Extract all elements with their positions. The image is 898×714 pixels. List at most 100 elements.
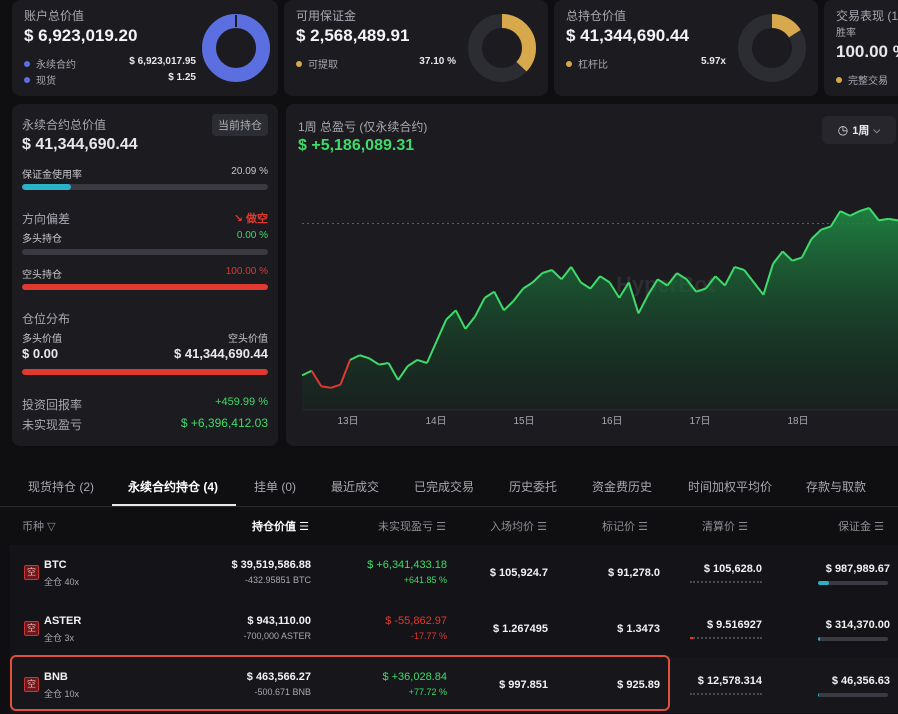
pnl-line-segment: [657, 278, 668, 287]
tab-spot-positions[interactable]: 现货持仓 (2): [28, 480, 95, 494]
spot-legend-value: $ 1.25: [168, 72, 196, 83]
filter-icon[interactable]: ▽: [47, 521, 56, 533]
account-value-label: 账户总价值: [24, 9, 85, 23]
chevron-down-icon: ⌵: [873, 124, 881, 135]
pnl-chart-title: 1周 总盈亏 (仅永续合约): [298, 120, 428, 134]
pnl-line-segment: [368, 357, 380, 366]
pnl-line-segment: [810, 228, 822, 240]
margin-mode: 全仓 3x: [44, 633, 75, 643]
pnl-line-segment: [503, 300, 515, 312]
pnl-line-segment: [512, 287, 524, 302]
liq-distance-bar: [690, 693, 762, 695]
pnl-line-segment: [762, 263, 774, 296]
distribution-label: 仓位分布: [22, 312, 71, 326]
pnl-line-segment: [849, 210, 860, 217]
pnl-line-segment: [435, 319, 448, 342]
upnl-label: 未实现盈亏: [22, 418, 83, 432]
period-selector[interactable]: ◷ 1周 ⌵: [822, 116, 896, 144]
clock-icon: ◷: [837, 123, 849, 137]
header-upnl[interactable]: 未实现盈亏 ☰: [378, 521, 446, 533]
margin-value: $ 314,370.00: [825, 619, 890, 631]
perp-total-label: 永续合约总价值: [22, 118, 107, 132]
symbol[interactable]: ASTER: [44, 615, 82, 627]
tab-order-history[interactable]: 历史委托: [509, 480, 558, 494]
tab-completed-trades[interactable]: 已完成交易: [414, 480, 475, 494]
position-value: $ 39,519,586.88: [231, 559, 311, 571]
perp-legend-value: $ 6,923,017.95: [129, 56, 196, 67]
header-position-value[interactable]: 持仓价值 ☰: [252, 521, 309, 533]
pnl-line-segment: [627, 282, 640, 314]
pnl-line-segment: [387, 362, 400, 381]
performance-card: 交易表现 (1 胜率 100.00 % 完整交易: [824, 0, 898, 96]
short-badge: 空: [24, 565, 39, 580]
pnl-line-segment: [676, 272, 688, 281]
long-value: $ 0.00: [22, 346, 59, 361]
upnl: $ +6,341,433.18: [367, 559, 447, 571]
pnl-line-segment: [417, 358, 428, 364]
x-tick-label: 17日: [689, 416, 710, 427]
short-badge: 空: [24, 621, 39, 636]
header-entry-price[interactable]: 入场均价 ☰: [490, 521, 547, 533]
tab-recent-fills[interactable]: 最近成交: [331, 480, 380, 494]
mark-price: $ 925.89: [617, 679, 660, 691]
upnl-percent: +77.72 %: [408, 687, 447, 697]
header-symbol[interactable]: 币种 ▽: [22, 521, 56, 533]
pnl-line-segment: [426, 340, 438, 364]
pnl-line-segment: [330, 383, 341, 389]
symbol[interactable]: BNB: [44, 671, 68, 683]
liq-price: $ 12,578.314: [697, 675, 762, 687]
perp-panel: 永续合约总价值 当前持仓 $ 41,344,690.44 保证金使用率 20.0…: [12, 104, 278, 446]
pnl-line-segment: [714, 275, 726, 287]
symbol[interactable]: BTC: [44, 559, 67, 571]
pnl-line-segment: [522, 281, 534, 290]
leverage-legend: 杠杆比: [566, 56, 608, 71]
direction-value: ↘ 做空: [233, 213, 268, 225]
pnl-line-segment: [484, 290, 495, 299]
margin-mode: 全仓 10x: [44, 689, 80, 699]
margin-value: $ 987,989.67: [825, 563, 890, 575]
liq-price: $ 9.516927: [706, 619, 762, 631]
tab-deposits-withdrawals[interactable]: 存款与取款: [806, 480, 867, 494]
perp-legend: 永续合约: [24, 56, 76, 71]
margin-bar: [818, 693, 888, 697]
performance-label: 交易表现 (1: [836, 9, 898, 23]
upnl-value: $ +6,396,412.03: [180, 416, 268, 430]
table-row-highlighted[interactable]: 空 BNB 全仓 10x $ 463,566.27 -500.671 BNB $…: [10, 657, 898, 713]
pnl-line-segment: [551, 269, 563, 281]
margin-donut: [468, 14, 536, 82]
position-value: $ 41,344,690.44: [566, 26, 689, 45]
available-margin-value: $ 2,568,489.91: [296, 26, 410, 45]
account-donut: [202, 14, 270, 82]
tab-open-orders[interactable]: 挂单 (0): [254, 480, 297, 494]
tab-perp-positions[interactable]: 永续合约持仓 (4): [128, 480, 219, 494]
x-tick-label: 15日: [513, 416, 534, 427]
pnl-line-segment: [310, 370, 323, 387]
mark-price: $ 1.3473: [617, 623, 660, 635]
header-liq-price[interactable]: 清算价 ☰: [702, 521, 748, 533]
upnl-percent: +641.85 %: [403, 575, 447, 585]
liq-distance-bar: [690, 637, 762, 639]
perp-total-value: $ 41,344,690.44: [22, 136, 138, 153]
pnl-line-segment: [474, 297, 486, 317]
table-row[interactable]: 空 ASTER 全仓 3x $ 943,110.00 -700,000 ASTE…: [10, 601, 898, 657]
current-position-badge[interactable]: 当前持仓: [212, 114, 268, 136]
spot-legend: 现货: [24, 72, 56, 87]
position-value: $ 463,566.27: [246, 671, 311, 683]
header-mark-price[interactable]: 标记价 ☰: [602, 521, 648, 533]
pnl-line-segment: [878, 217, 889, 222]
withdrawable-legend: 可提取: [296, 56, 338, 71]
pnl-line-segment: [570, 266, 582, 283]
pnl-line-segment: [349, 354, 361, 361]
tab-funding-history[interactable]: 资金费历史: [592, 480, 653, 494]
pnl-line-segment: [781, 250, 793, 262]
header-margin[interactable]: 保证金 ☰: [838, 521, 884, 533]
tab-twap[interactable]: 时间加权平均价: [688, 480, 773, 494]
pnl-line-segment: [859, 207, 870, 213]
pnl-line-segment: [791, 256, 803, 262]
pnl-line-segment: [378, 362, 389, 366]
pnl-line-segment: [647, 278, 659, 296]
pnl-line-segment: [868, 207, 880, 222]
table-row[interactable]: 空 BTC 全仓 40x $ 39,519,586.88 -432.95851 …: [10, 545, 898, 601]
account-value: $ 6,923,019.20: [24, 26, 138, 45]
entry-price: $ 997.851: [499, 679, 548, 691]
